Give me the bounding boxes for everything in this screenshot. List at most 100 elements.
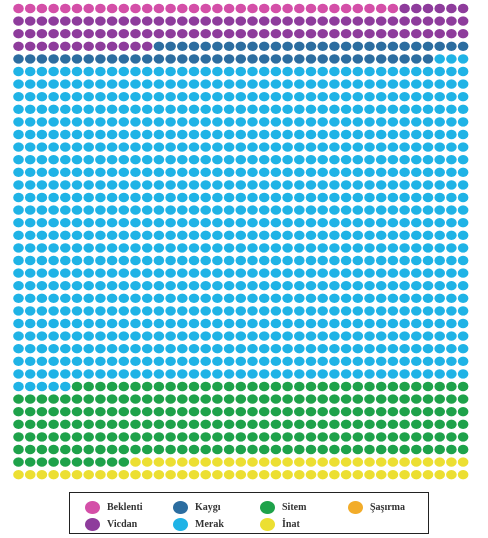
waffle-dot-Merak [200, 293, 211, 303]
waffle-dot-Sitem [130, 419, 141, 429]
waffle-dot-Sitem [411, 407, 422, 417]
waffle-dot-Sitem [177, 407, 188, 417]
waffle-dot-Merak [223, 293, 235, 303]
waffle-dot-Merak [446, 230, 457, 240]
waffle-dot-Merak [294, 104, 305, 115]
waffle-dot-Merak [364, 142, 375, 152]
waffle-dot-Merak [258, 356, 270, 366]
waffle-dot-Merak [434, 155, 446, 165]
waffle-dot-İnat [457, 470, 469, 480]
waffle-dot-Merak [446, 344, 457, 354]
waffle-dot-Merak [329, 318, 340, 329]
waffle-dot-Merak [247, 369, 258, 379]
waffle-dot-Merak [317, 306, 329, 316]
waffle-dot-Merak [71, 129, 83, 140]
waffle-dot-Merak [141, 243, 153, 253]
waffle-dot-Merak [141, 192, 153, 203]
waffle-dot-Merak [95, 104, 106, 115]
waffle-dot-Sitem [60, 407, 71, 417]
waffle-dot-Vicdan [95, 29, 106, 39]
waffle-dot-Merak [153, 129, 165, 140]
waffle-dot-Merak [317, 268, 329, 278]
waffle-dot-Merak [153, 155, 165, 165]
waffle-dot-Merak [270, 255, 282, 266]
waffle-dot-Merak [446, 79, 457, 89]
waffle-dot-İnat [235, 470, 247, 480]
waffle-dot-Merak [317, 356, 329, 366]
waffle-dot-Vicdan [235, 16, 247, 26]
waffle-dot-Merak [165, 129, 176, 140]
waffle-dot-Merak [118, 344, 130, 354]
waffle-dot-Merak [329, 192, 340, 203]
waffle-dot-İnat [153, 457, 165, 467]
waffle-dot-Merak [270, 180, 282, 190]
waffle-dot-Merak [141, 79, 153, 89]
waffle-dot-Merak [434, 167, 446, 177]
waffle-dot-Merak [329, 293, 340, 303]
waffle-dot-Merak [282, 344, 293, 354]
waffle-dot-Merak [153, 293, 165, 303]
waffle-dot-İnat [36, 470, 48, 480]
waffle-dot-Kaygı [375, 54, 387, 64]
waffle-dot-Sitem [364, 432, 375, 442]
waffle-dot-Merak [130, 369, 141, 379]
waffle-dot-Merak [95, 356, 106, 366]
waffle-dot-Merak [200, 192, 211, 203]
waffle-dot-Merak [352, 230, 364, 240]
waffle-dot-Merak [106, 142, 118, 152]
waffle-dot-Merak [177, 92, 188, 102]
waffle-dot-Merak [282, 369, 293, 379]
waffle-dot-Merak [457, 104, 469, 115]
waffle-dot-Sitem [95, 457, 106, 467]
waffle-dot-Merak [352, 66, 364, 77]
waffle-dot-Merak [258, 268, 270, 278]
waffle-dot-Kaygı [317, 54, 329, 64]
waffle-dot-Merak [352, 268, 364, 278]
waffle-dot-Merak [317, 104, 329, 115]
waffle-dot-Merak [294, 117, 305, 127]
waffle-dot-Merak [188, 230, 200, 240]
waffle-dot-Sitem [364, 381, 375, 392]
waffle-dot-Merak [329, 142, 340, 152]
waffle-dot-İnat [258, 457, 270, 467]
waffle-dot-Merak [317, 243, 329, 253]
waffle-dot-Merak [130, 180, 141, 190]
waffle-dot-Merak [399, 167, 410, 177]
waffle-dot-Merak [375, 104, 387, 115]
waffle-dot-Sitem [375, 419, 387, 429]
waffle-dot-İnat [212, 457, 223, 467]
waffle-dot-Kaygı [212, 41, 223, 51]
waffle-dot-Merak [340, 142, 352, 152]
waffle-dot-Sitem [188, 444, 200, 455]
waffle-dot-Sitem [177, 381, 188, 392]
waffle-dot-Vicdan [13, 41, 24, 51]
waffle-dot-Merak [411, 155, 422, 165]
waffle-dot-Merak [106, 180, 118, 190]
waffle-dot-Merak [200, 243, 211, 253]
waffle-dot-Vicdan [411, 16, 422, 26]
waffle-dot-Merak [223, 117, 235, 127]
waffle-dot-Sitem [375, 444, 387, 455]
waffle-dot-Merak [457, 205, 469, 215]
waffle-dot-Merak [13, 218, 24, 228]
waffle-dot-İnat [200, 470, 211, 480]
waffle-dot-Merak [212, 104, 223, 115]
waffle-dot-Vicdan [200, 29, 211, 39]
waffle-dot-Merak [60, 356, 71, 366]
waffle-dot-Sitem [434, 407, 446, 417]
waffle-dot-Merak [457, 142, 469, 152]
waffle-dot-Merak [60, 92, 71, 102]
waffle-dot-Sitem [153, 394, 165, 404]
waffle-dot-Merak [294, 255, 305, 266]
waffle-dot-Merak [317, 344, 329, 354]
waffle-dot-Sitem [434, 381, 446, 392]
waffle-dot-Sitem [13, 432, 24, 442]
waffle-dot-Merak [340, 293, 352, 303]
waffle-dot-Vicdan [399, 29, 410, 39]
waffle-dot-Merak [177, 142, 188, 152]
waffle-dot-Merak [130, 117, 141, 127]
waffle-dot-Merak [165, 117, 176, 127]
waffle-dot-Merak [13, 155, 24, 165]
waffle-dot-Merak [71, 306, 83, 316]
waffle-dot-Merak [83, 268, 94, 278]
